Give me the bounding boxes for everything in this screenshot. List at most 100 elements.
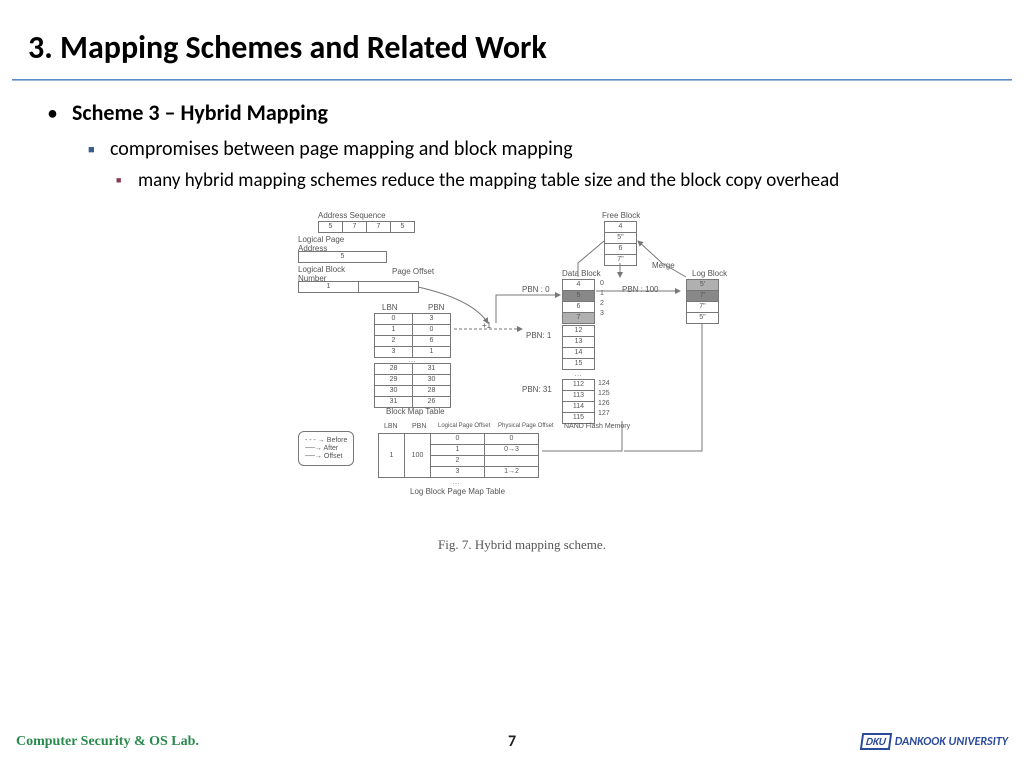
idx-cell: 125 [596,389,612,399]
lm-cell [485,456,539,467]
diagram-container: Address Sequence 5 7 7 5 Logical Page Ad… [282,211,762,553]
lpa-cell: 5 [299,252,387,263]
lb-cell: 5'' [687,313,719,324]
bullet-level-3: ■ many hybrid mapping schemes reduce the… [116,169,996,193]
lpa-table: 5 [298,251,387,263]
free-block-label: Free Block [602,211,640,220]
page-number: 7 [508,732,516,751]
addr-sequence-label: Address Sequence [318,211,386,220]
bullet-level-1: • Scheme 3 – Hybrid Mapping [48,99,996,127]
lm-cell: 0→3 [485,445,539,456]
bullet-square-icon: ■ [88,137,110,163]
free-block-table: 4 5'' 6 7'' [604,221,637,266]
log-map-lbn: LBN [384,423,398,430]
addr-seq-cell: 5 [319,222,343,233]
content-area: • Scheme 3 – Hybrid Mapping ■ compromise… [0,81,1024,553]
lm-cell: 0 [431,434,485,445]
bm-cell: 1 [413,347,451,358]
lbn-cell: 1 [299,282,359,293]
bm-cell: 3 [375,347,413,358]
bullet-dot-icon: • [48,99,72,127]
hybrid-mapping-diagram: Address Sequence 5 7 7 5 Logical Page Ad… [282,211,762,531]
db-cell: 115 [563,413,595,424]
addr-seq-cell: 7 [367,222,391,233]
idx-cell: 2 [596,299,608,309]
bm-cell: 0 [375,314,413,325]
lbn-offset-table: 1 [298,281,419,293]
pbn31-label: PBN: 31 [522,385,552,394]
bullet-2-text: compromises between page mapping and blo… [110,137,573,163]
bullet-3-text: many hybrid mapping schemes reduce the m… [138,169,839,193]
idx-cell: 0 [596,279,608,289]
bm-cell: 2 [375,336,413,347]
log-map-pbn: PBN [412,423,426,430]
footer-lab: Computer Security & OS Lab. [16,734,199,750]
footer-university: DKU DANKOOK UNIVERSITY [861,733,1008,750]
lb-cell: 5' [687,280,719,291]
log-block-label: Log Block [692,269,727,278]
ellipsis: … [452,477,460,486]
fb-cell: 7'' [605,255,637,266]
log-map-lpo: Logical Page Offset [438,423,490,429]
db-cell: 5 [563,291,595,302]
data-block-label: Data Block [562,269,601,278]
lb-cell: 7'' [687,302,719,313]
ellipsis: … [574,369,582,378]
idx-cell: 126 [596,399,612,409]
fb-cell: 4 [605,222,637,233]
block-map-caption: Block Map Table [386,407,445,416]
pbn0-label: PBN : 0 [522,285,550,294]
log-block-table: 5' 7' 7'' 5'' [686,279,719,324]
plus-one-label: +1 [482,321,491,330]
data-block-1: 12 13 14 15 [562,325,595,370]
legend-box: - - - → Before ──→ After ──→ Offset [298,431,354,466]
idx-cell: 124 [596,379,612,389]
db-cell: 4 [563,280,595,291]
pbn-col-label: PBN [428,303,444,312]
db-cell: 12 [563,326,595,337]
lb-cell: 7' [687,291,719,302]
lm-cell: 1→2 [485,467,539,478]
lm-cell: 2 [431,456,485,467]
data-block-31: 112 113 114 115 [562,379,595,424]
data-block-0: 4 5 6 7 [562,279,595,324]
bullet-square-small-icon: ■ [116,169,138,193]
lm-cell: 0 [485,434,539,445]
db-cell: 14 [563,348,595,359]
pbn100-label: PBN : 100 [622,285,658,294]
page-offset-label: Page Offset [392,267,434,276]
data-block-0-idx: 0 1 2 3 [596,279,608,319]
footer: Computer Security & OS Lab. 7 DKU DANKOO… [0,733,1024,750]
lm-cell: 1 [431,445,485,456]
bm-cell: 31 [375,397,413,408]
db-cell: 113 [563,391,595,402]
db-cell: 6 [563,302,595,313]
idx-cell: 1 [596,289,608,299]
lm-lbn: 1 [379,434,405,478]
bm-cell: 26 [413,397,451,408]
figure-caption: Fig. 7. Hybrid mapping scheme. [282,537,762,553]
university-name: DANKOOK UNIVERSITY [895,735,1008,749]
university-logo: DKU [860,733,892,750]
bm-cell: 28 [375,364,413,375]
block-map-bottom: 2831 2930 3028 3126 [374,363,451,408]
fb-cell: 6 [605,244,637,255]
bm-cell: 30 [375,386,413,397]
legend-offset: ──→ Offset [305,453,347,460]
block-map-top: 03 10 26 31 [374,313,451,358]
slide-title: 3. Mapping Schemes and Related Work [0,0,1024,75]
nand-label: NAND Flash Memory [564,423,630,430]
bm-cell: 0 [413,325,451,336]
bm-cell: 28 [413,386,451,397]
addr-seq-cell: 7 [343,222,367,233]
lm-cell: 3 [431,467,485,478]
lbn-col-label: LBN [382,303,398,312]
bm-cell: 29 [375,375,413,386]
db-cell: 13 [563,337,595,348]
offset-cell [359,282,419,293]
db-cell: 114 [563,402,595,413]
legend-after: ──→ After [305,445,347,452]
lm-pbn: 100 [405,434,431,478]
addr-seq-cell: 5 [391,222,415,233]
bm-cell: 1 [375,325,413,336]
